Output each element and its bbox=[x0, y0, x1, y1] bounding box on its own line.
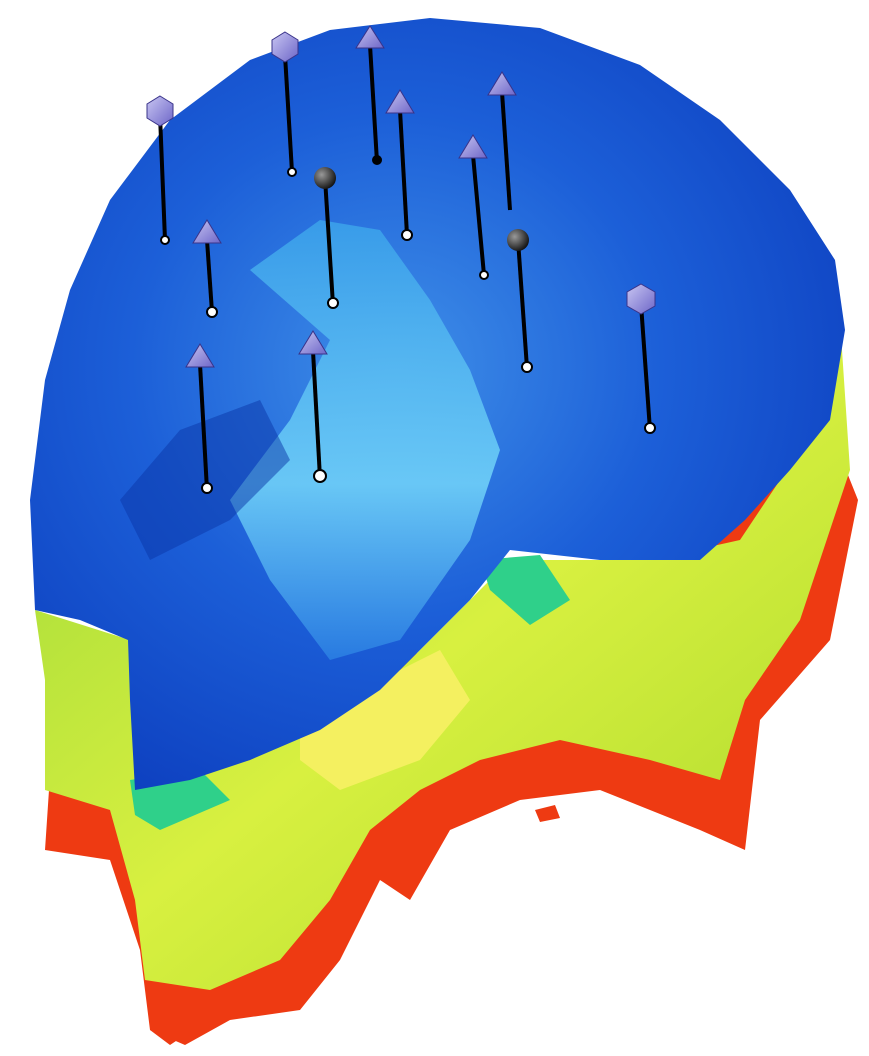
well-end bbox=[645, 423, 655, 433]
well-end bbox=[288, 168, 296, 176]
well-ball bbox=[507, 229, 529, 251]
well-end bbox=[161, 236, 169, 244]
well-end bbox=[314, 470, 326, 482]
well-ball bbox=[314, 167, 336, 189]
well-end bbox=[328, 298, 338, 308]
red-fragment bbox=[535, 805, 560, 822]
well-end bbox=[373, 156, 381, 164]
well-end bbox=[202, 483, 212, 493]
well-end bbox=[480, 271, 488, 279]
well-end bbox=[207, 307, 217, 317]
well-end bbox=[522, 362, 532, 372]
page: (() => { const data = JSON.parse(documen… bbox=[0, 0, 869, 1056]
well-end bbox=[402, 230, 412, 240]
reservoir-model bbox=[0, 0, 869, 1056]
